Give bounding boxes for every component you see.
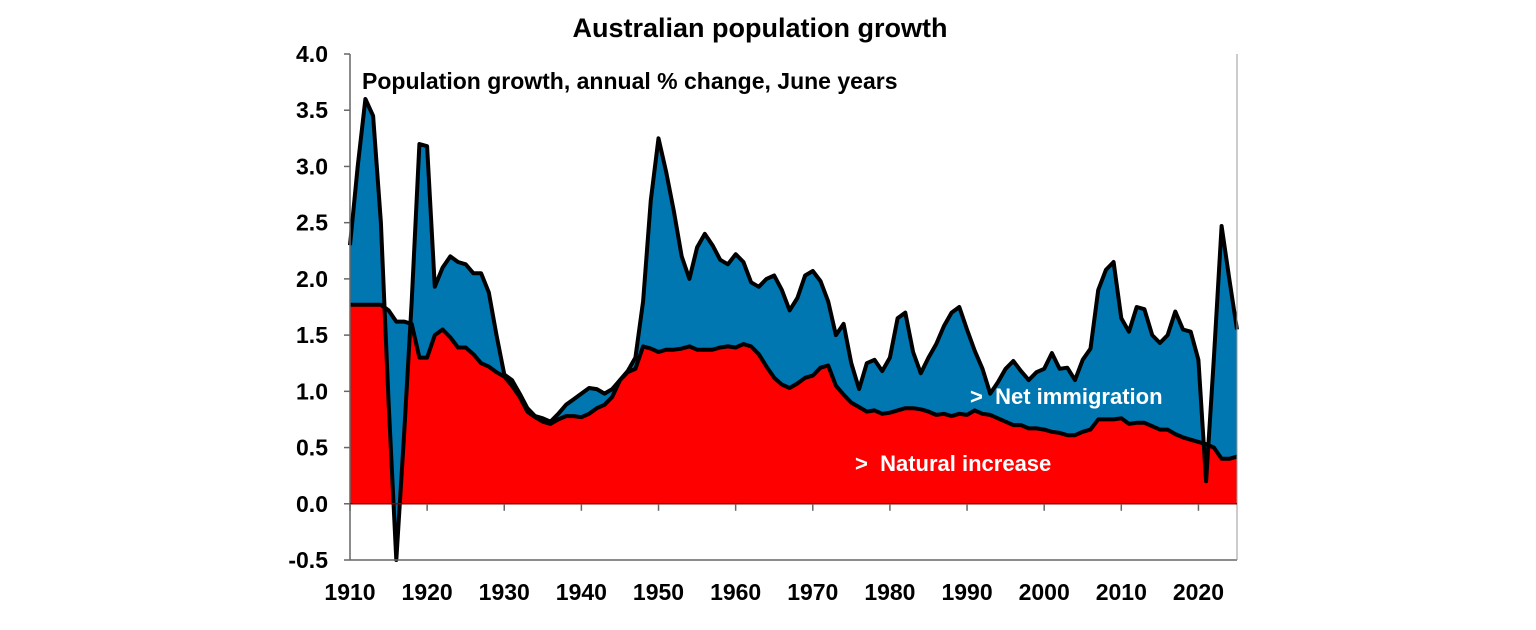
total-growth-line — [348, 97, 1239, 562]
natural-increase-line — [350, 302, 1238, 461]
y-tick-label: -0.5 — [288, 547, 328, 573]
y-tick-label: 4.0 — [296, 41, 328, 67]
y-tick-label: 3.5 — [296, 97, 328, 123]
x-tick-label: 1990 — [941, 579, 992, 605]
plot-area — [348, 97, 1239, 562]
x-tick-label: 1920 — [402, 579, 453, 605]
axes: 4.0 3.5 3.0 2.5 2.0 1.5 1.0 0.5 0.0 -0.5 1910 1920 1… — [288, 41, 1238, 605]
legend-net-immigration: > Net immigration — [970, 384, 1163, 409]
y-tick-label: 3.0 — [296, 153, 328, 179]
y-tick-label: 1.0 — [296, 378, 328, 404]
x-tick-label: 1970 — [787, 579, 838, 605]
x-tick-label: 1940 — [556, 579, 607, 605]
chart-subtitle: Population growth, annual % change, June… — [362, 68, 897, 94]
natural-increase-area — [350, 304, 1237, 504]
legend-natural-increase: > Natural increase — [855, 451, 1051, 476]
x-tick-label: 1930 — [479, 579, 530, 605]
x-tick-label: 1950 — [633, 579, 684, 605]
chart-title: Australian population growth — [573, 13, 948, 43]
y-tick-label: 2.0 — [296, 266, 328, 292]
x-tick-label: 1980 — [864, 579, 915, 605]
x-tick-label: 2000 — [1019, 579, 1070, 605]
x-tick-label: 1960 — [710, 579, 761, 605]
x-tick-label: 2010 — [1096, 579, 1147, 605]
y-tick-label: 0.5 — [296, 435, 328, 461]
y-tick-label: 1.5 — [296, 322, 328, 348]
x-tick-label: 1910 — [324, 579, 375, 605]
y-tick-label: 2.5 — [296, 210, 328, 236]
net-immigration-area — [350, 99, 1237, 560]
x-tick-label: 2020 — [1173, 579, 1224, 605]
y-tick-label: 0.0 — [296, 491, 328, 517]
